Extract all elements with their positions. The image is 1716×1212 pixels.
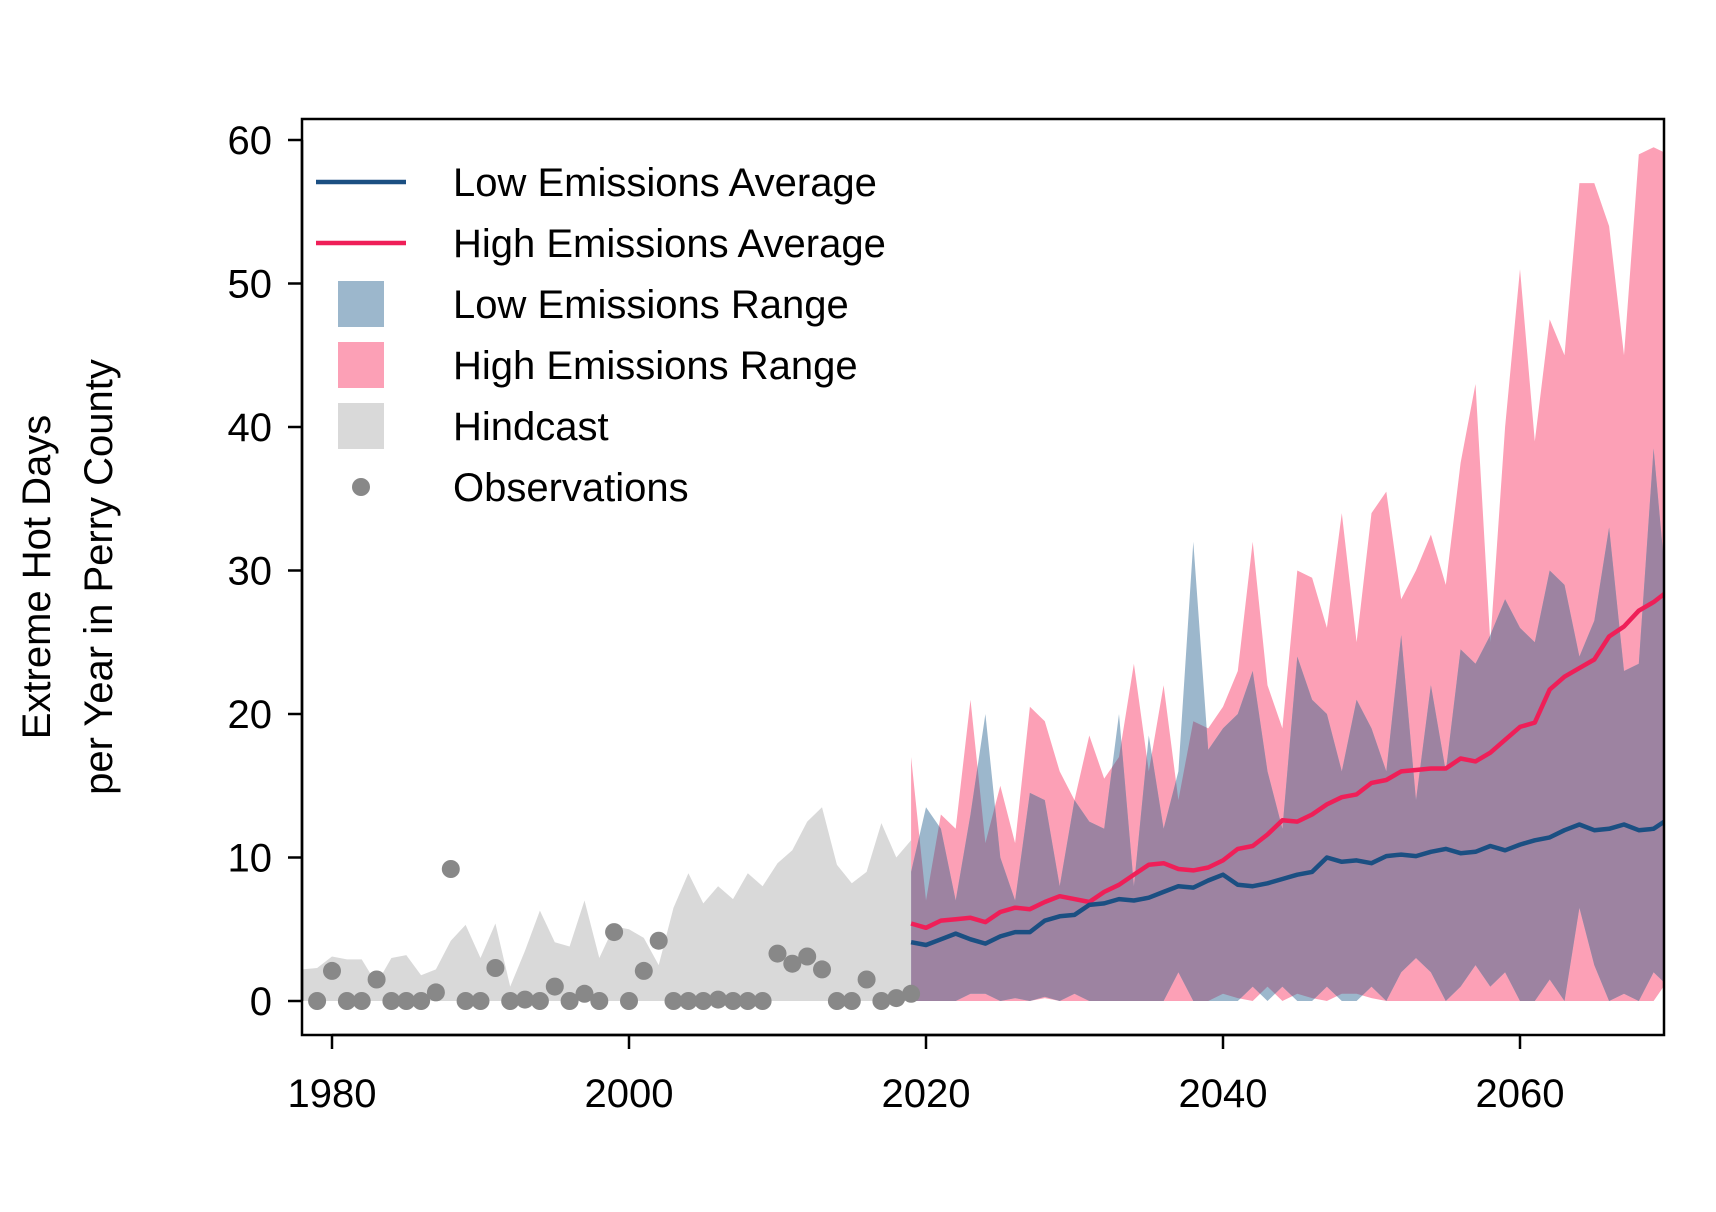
hindcast-band xyxy=(302,807,912,1001)
observation-point xyxy=(634,961,653,980)
y-axis-tick-label: 50 xyxy=(228,263,273,307)
y-axis-title: Extreme Hot Days per Year in Perry Count… xyxy=(15,359,121,795)
observation-point xyxy=(382,992,401,1010)
legend-label: Observations xyxy=(453,466,689,510)
observation-point xyxy=(308,992,327,1010)
observation-point xyxy=(827,992,846,1010)
observation-point xyxy=(605,923,624,942)
hindcast-layer xyxy=(302,807,912,1001)
legend-item: Low Emissions Average xyxy=(316,161,877,205)
observation-point xyxy=(516,990,534,1009)
observation-point xyxy=(352,992,371,1010)
observation-point xyxy=(471,992,490,1010)
legend-box-symbol xyxy=(338,342,384,388)
observation-point xyxy=(842,992,861,1010)
legend-label: High Emissions Average xyxy=(453,222,886,266)
y-axis-tick-label: 30 xyxy=(228,550,273,594)
legend-label: Low Emissions Average xyxy=(453,161,877,205)
legend-point-symbol xyxy=(352,478,370,496)
y-axis-tick-label: 40 xyxy=(228,406,273,450)
observation-point xyxy=(426,983,445,1002)
observation-point xyxy=(545,977,564,996)
y-axis-tick-label: 10 xyxy=(228,837,273,881)
observation-point xyxy=(456,992,475,1010)
observation-point xyxy=(813,960,831,979)
range-layer xyxy=(911,147,1664,1001)
plot-area xyxy=(302,147,1664,1010)
observation-point xyxy=(872,992,891,1010)
observation-point xyxy=(560,992,579,1010)
observation-point xyxy=(679,992,698,1010)
observation-point xyxy=(753,992,772,1010)
legend-item: High Emissions Range xyxy=(338,342,858,388)
observation-point xyxy=(367,970,386,989)
legend-label: Low Emissions Range xyxy=(453,283,849,327)
observation-point xyxy=(649,931,668,950)
x-axis-tick-label: 2000 xyxy=(585,1072,674,1116)
observation-point xyxy=(857,970,876,989)
observation-point xyxy=(575,984,594,1003)
observation-point xyxy=(397,992,416,1010)
observation-point xyxy=(501,992,520,1010)
observation-point xyxy=(738,992,757,1010)
axes: 1980 2000 2020 2040 2060 0 10 20 30 40 50 60 xyxy=(228,117,1666,1116)
x-axis-tick-label: 2060 xyxy=(1476,1072,1565,1116)
observation-point xyxy=(798,947,817,966)
legend-item: Hindcast xyxy=(338,403,609,449)
observation-point xyxy=(783,954,802,973)
observation-point xyxy=(694,992,713,1010)
y-axis-tick-label: 60 xyxy=(228,119,273,163)
legend-item: Low Emissions Range xyxy=(338,281,849,327)
legend-label: Hindcast xyxy=(453,405,609,449)
observations-layer xyxy=(308,860,921,1010)
legend-box-symbol xyxy=(338,281,384,327)
observation-point xyxy=(902,984,921,1003)
observation-point xyxy=(664,992,683,1010)
average-lines-layer xyxy=(910,591,1664,948)
y-axis-tick-label: 0 xyxy=(250,980,272,1024)
y-axis-tick-label: 20 xyxy=(228,693,273,737)
observation-point xyxy=(441,860,460,878)
x-axis-tick-label: 1980 xyxy=(288,1072,377,1116)
observation-point xyxy=(590,992,609,1010)
legend-item: Observations xyxy=(352,466,689,510)
x-axis-tick-label: 2020 xyxy=(882,1072,971,1116)
observation-point xyxy=(323,961,341,980)
observation-point xyxy=(337,992,356,1010)
observation-point xyxy=(486,959,505,977)
observation-point xyxy=(768,944,787,963)
x-axis-tick-label: 2040 xyxy=(1179,1072,1268,1116)
observation-point xyxy=(709,990,728,1009)
high-emissions-average-line xyxy=(910,591,1664,931)
low-emissions-average-line xyxy=(910,819,1664,948)
observation-point xyxy=(620,992,638,1010)
legend-label: High Emissions Range xyxy=(453,344,858,388)
observation-point xyxy=(530,992,549,1010)
y-axis-title-line-2: per Year in Perry County xyxy=(77,359,121,795)
observation-point xyxy=(724,992,742,1010)
legend-box-symbol xyxy=(338,403,384,449)
observation-point xyxy=(412,992,431,1010)
legend: Low Emissions Average High Emissions Aver… xyxy=(316,161,886,510)
y-axis-title-line-1: Extreme Hot Days xyxy=(15,415,59,740)
legend-item: High Emissions Average xyxy=(316,222,886,266)
observation-point xyxy=(887,989,906,1008)
